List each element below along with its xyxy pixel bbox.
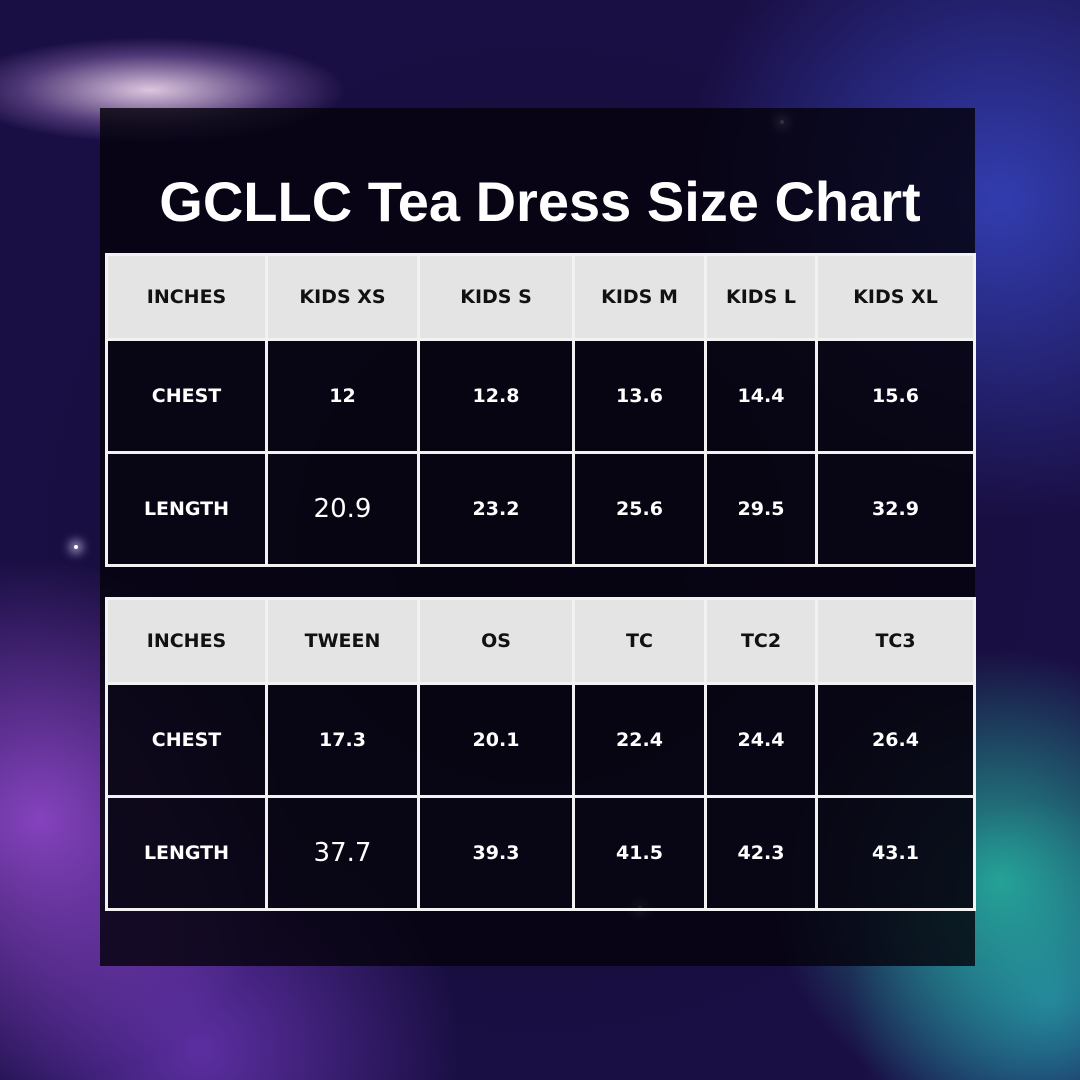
- value-cell: 14.4: [704, 338, 818, 454]
- row-label: Length: [105, 795, 268, 911]
- value-cell: 24.4: [704, 682, 818, 798]
- header-cell: OS: [417, 597, 575, 685]
- header-row: Inches Kids XS Kids S Kids M Kids L Kids XL: [105, 253, 976, 341]
- row-label: Length: [105, 451, 268, 567]
- value-cell: 20.9: [265, 451, 420, 567]
- value-cell: 43.1: [815, 795, 976, 911]
- value-cell: 22.4: [572, 682, 707, 798]
- value-cell: 12.8: [417, 338, 575, 454]
- table-row: Length 20.9 23.2 25.6 29.5 32.9: [105, 451, 976, 567]
- header-cell: Inches: [105, 597, 268, 685]
- row-label: Chest: [105, 338, 268, 454]
- value-cell: 29.5: [704, 451, 818, 567]
- header-cell: TC: [572, 597, 707, 685]
- header-cell: TC3: [815, 597, 976, 685]
- value-cell: 39.3: [417, 795, 575, 911]
- value-cell: 41.5: [572, 795, 707, 911]
- star-decoration: [74, 545, 78, 549]
- value-cell: 17.3: [265, 682, 420, 798]
- value-cell: 15.6: [815, 338, 976, 454]
- header-cell: Inches: [105, 253, 268, 341]
- header-cell: Kids M: [572, 253, 707, 341]
- value-cell: 12: [265, 338, 420, 454]
- value-cell: 23.2: [417, 451, 575, 567]
- value-cell: 42.3: [704, 795, 818, 911]
- size-table-adult: Inches Tween OS TC TC2 TC3 Chest 17.3 20.1 22.4 24…: [105, 597, 976, 911]
- row-label: Chest: [105, 682, 268, 798]
- value-cell: 20.1: [417, 682, 575, 798]
- value-cell: 32.9: [815, 451, 976, 567]
- table-row: Chest 12 12.8 13.6 14.4 15.6: [105, 338, 976, 454]
- header-cell: Tween: [265, 597, 420, 685]
- size-table-kids: Inches Kids XS Kids S Kids M Kids L Kids XL Ch…: [105, 253, 976, 567]
- value-cell: 37.7: [265, 795, 420, 911]
- header-cell: Kids S: [417, 253, 575, 341]
- header-cell: TC2: [704, 597, 818, 685]
- header-cell: Kids XS: [265, 253, 420, 341]
- table-row: Chest 17.3 20.1 22.4 24.4 26.4: [105, 682, 976, 798]
- header-cell: Kids L: [704, 253, 818, 341]
- header-cell: Kids XL: [815, 253, 976, 341]
- value-cell: 26.4: [815, 682, 976, 798]
- header-row: Inches Tween OS TC TC2 TC3: [105, 597, 976, 685]
- page-title: GCLLC Tea Dress Size Chart: [159, 170, 921, 233]
- value-cell: 13.6: [572, 338, 707, 454]
- value-cell: 25.6: [572, 451, 707, 567]
- table-row: Length 37.7 39.3 41.5 42.3 43.1: [105, 795, 976, 911]
